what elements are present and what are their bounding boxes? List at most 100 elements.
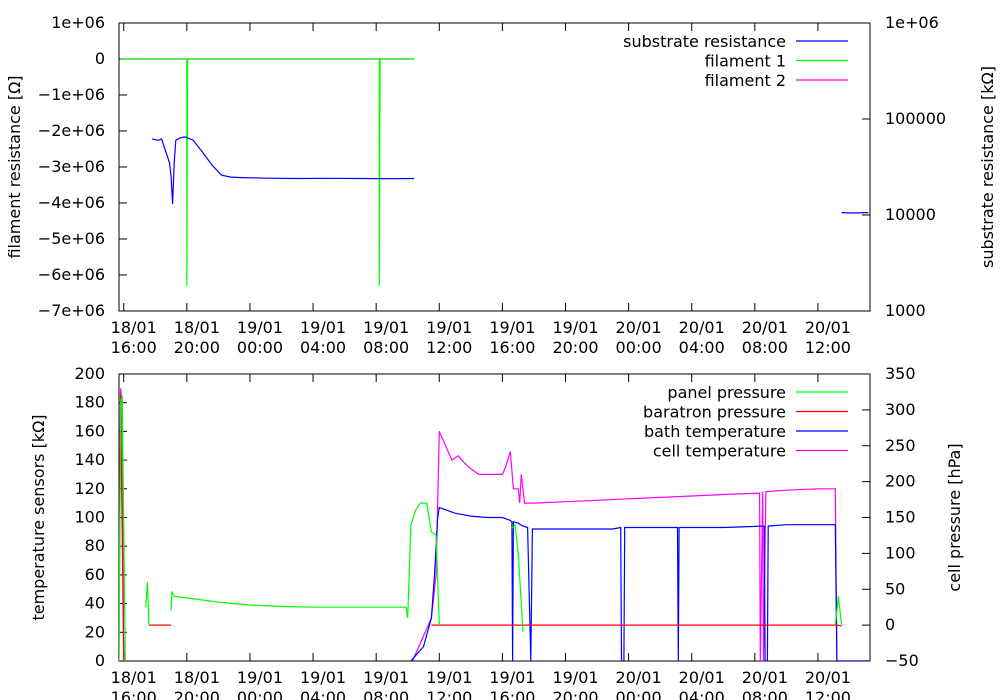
series-line-panel-pressure <box>170 502 440 626</box>
x-tick-label-date: 19/01 <box>237 668 283 687</box>
right-y-tick-label: −50 <box>885 651 919 670</box>
x-tick-label-time: 00:00 <box>616 338 662 357</box>
x-tick-label-date: 20/01 <box>679 318 725 337</box>
right-y-tick-label: 150 <box>885 508 916 527</box>
series-line-baratron-pressure <box>431 624 842 627</box>
x-tick-label-time: 04:00 <box>300 688 346 700</box>
x-tick-label-time: 08:00 <box>742 338 788 357</box>
right-axis-label: substrate resistance [kΩ] <box>978 66 997 268</box>
x-tick-label-time: 12:00 <box>426 688 472 700</box>
right-y-tick-label: 300 <box>885 400 916 419</box>
x-tick-label-time: 20:00 <box>552 338 598 357</box>
legend-label: cell temperature <box>653 442 786 461</box>
x-tick-label-date: 20/01 <box>616 668 662 687</box>
left-y-tick-label: 60 <box>85 565 105 584</box>
right-y-tick-label: 10000 <box>885 205 936 224</box>
left-y-tick-label: 0 <box>95 49 105 68</box>
x-tick-label-time: 12:00 <box>426 338 472 357</box>
x-tick-label-date: 19/01 <box>552 318 598 337</box>
x-tick-label-date: 19/01 <box>300 668 346 687</box>
series-line-baratron-pressure <box>120 395 125 661</box>
right-y-tick-label: 1e+06 <box>885 13 939 32</box>
series-line-cell-temperature <box>411 431 869 661</box>
left-axis-label: temperature sensors [kΩ] <box>29 414 48 620</box>
x-tick-label-time: 04:00 <box>300 338 346 357</box>
x-tick-label-date: 20/01 <box>742 668 788 687</box>
x-tick-label-date: 20/01 <box>742 318 788 337</box>
x-tick-label-date: 19/01 <box>237 318 283 337</box>
x-tick-label-time: 16:00 <box>489 688 535 700</box>
right-y-tick-label: 50 <box>885 579 905 598</box>
x-tick-label-time: 00:00 <box>237 338 283 357</box>
x-tick-label-date: 19/01 <box>552 668 598 687</box>
x-tick-label-time: 04:00 <box>679 338 725 357</box>
right-y-tick-label: 100000 <box>885 109 946 128</box>
series-line-panel-pressure <box>834 596 843 626</box>
x-tick-label-time: 08:00 <box>363 338 409 357</box>
legend-label: bath temperature <box>644 422 786 441</box>
bottom-chart-panel: 0 20 40 60 80 100 120 140 160 180 200 −50 0 50 100 150 2… <box>29 364 964 700</box>
x-tick-label-time: 20:00 <box>174 688 220 700</box>
x-tick-label-time: 16:00 <box>111 688 157 700</box>
x-tick-label-date: 19/01 <box>363 668 409 687</box>
left-y-tick-label: −7e+06 <box>38 301 105 320</box>
x-tick-label-date: 18/01 <box>111 668 157 687</box>
right-y-tick-label: 1000 <box>885 301 926 320</box>
left-y-tick-label: −5e+06 <box>38 229 105 248</box>
right-y-tick-label: 350 <box>885 364 916 383</box>
x-tick-label-time: 20:00 <box>552 688 598 700</box>
x-tick-label-time: 16:00 <box>111 338 157 357</box>
x-tick-label-time: 12:00 <box>805 688 851 700</box>
left-y-tick-label: 180 <box>74 393 105 412</box>
x-tick-label-time: 20:00 <box>174 338 220 357</box>
x-tick-label-date: 19/01 <box>300 318 346 337</box>
x-tick-label-date: 18/01 <box>111 318 157 337</box>
right-y-tick-label: 250 <box>885 436 916 455</box>
x-tick-label-date: 20/01 <box>679 668 725 687</box>
x-tick-label-time: 16:00 <box>489 338 535 357</box>
right-y-tick-label: 100 <box>885 543 916 562</box>
left-y-tick-label: 100 <box>74 508 105 527</box>
left-y-tick-label: 200 <box>74 364 105 383</box>
x-tick-label-time: 08:00 <box>742 688 788 700</box>
x-tick-label-date: 19/01 <box>426 318 472 337</box>
right-y-tick-label: 200 <box>885 472 916 491</box>
series-line-panel-pressure <box>511 523 524 633</box>
x-tick-label-date: 20/01 <box>805 668 851 687</box>
x-tick-label-date: 19/01 <box>426 668 472 687</box>
left-y-tick-label: 120 <box>74 479 105 498</box>
left-y-tick-label: 160 <box>74 421 105 440</box>
x-tick-label-date: 20/01 <box>805 318 851 337</box>
left-y-tick-label: 80 <box>85 536 105 555</box>
x-tick-label-time: 00:00 <box>616 688 662 700</box>
series-line-substrate-resistance <box>151 136 415 205</box>
series-line-bath-temperature <box>410 506 869 661</box>
x-tick-label-time: 00:00 <box>237 688 283 700</box>
x-tick-label-date: 19/01 <box>363 318 409 337</box>
left-y-tick-label: 0 <box>95 651 105 670</box>
series-line-filament-1 <box>120 58 414 286</box>
left-y-tick-label: 140 <box>74 450 105 469</box>
x-tick-label-date: 19/01 <box>489 668 535 687</box>
x-tick-label-time: 04:00 <box>679 688 725 700</box>
x-tick-label-date: 18/01 <box>174 318 220 337</box>
legend-label: filament 2 <box>705 71 786 90</box>
left-y-tick-label: −6e+06 <box>38 265 105 284</box>
legend-label: substrate resistance <box>623 32 786 51</box>
legend-label: filament 1 <box>705 52 786 71</box>
left-y-tick-label: −3e+06 <box>38 157 105 176</box>
left-axis-label: filament resistance [Ω] <box>5 75 24 258</box>
x-tick-label-time: 12:00 <box>805 338 851 357</box>
x-tick-label-date: 19/01 <box>489 318 535 337</box>
series-line-panel-pressure <box>119 395 126 661</box>
series-line-panel-pressure <box>145 582 150 626</box>
left-y-tick-label: 40 <box>85 594 105 613</box>
left-y-tick-label: 20 <box>85 622 105 641</box>
x-tick-label-date: 20/01 <box>616 318 662 337</box>
right-axis-label: cell pressure [hPa] <box>945 443 964 591</box>
x-tick-label-time: 08:00 <box>363 688 409 700</box>
legend-label: panel pressure <box>667 383 786 402</box>
left-y-tick-label: 1e+06 <box>51 13 105 32</box>
left-y-tick-label: −4e+06 <box>38 193 105 212</box>
